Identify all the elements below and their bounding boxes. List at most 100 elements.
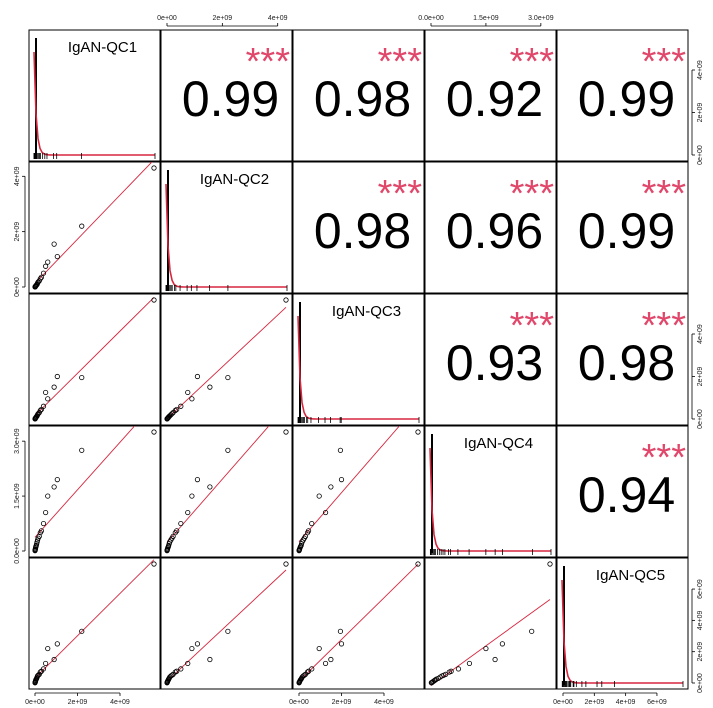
data-point bbox=[43, 660, 49, 667]
fit-line bbox=[166, 426, 270, 543]
data-point bbox=[51, 656, 57, 663]
data-point bbox=[43, 389, 49, 396]
correlation-value: 0.99 bbox=[182, 71, 279, 127]
data-point bbox=[189, 645, 195, 652]
panel-frame bbox=[292, 557, 425, 690]
data-point bbox=[189, 396, 195, 402]
tick-label: 0e+00 bbox=[697, 673, 704, 693]
tick-label: 4e+09 bbox=[697, 60, 704, 80]
data-point bbox=[51, 484, 57, 490]
panel-frame bbox=[28, 425, 161, 558]
data-point bbox=[45, 396, 51, 402]
x-axis: 0e+00 2e+09 4e+09 bbox=[157, 15, 288, 27]
significance-stars: *** bbox=[642, 305, 687, 347]
significance-stars: *** bbox=[642, 41, 687, 83]
data-point bbox=[178, 666, 184, 672]
data-point bbox=[37, 530, 43, 536]
scatter-panel bbox=[164, 297, 289, 422]
fit-line bbox=[298, 564, 419, 682]
data-point bbox=[296, 548, 302, 554]
data-point bbox=[492, 656, 498, 663]
tick-label: 3.0e+09 bbox=[14, 428, 21, 454]
data-point bbox=[296, 680, 302, 686]
variable-label: IgAN-QC2 bbox=[200, 171, 269, 188]
correlation-value: 0.98 bbox=[578, 335, 675, 391]
data-point bbox=[79, 447, 85, 453]
data-point bbox=[225, 374, 231, 381]
data-point bbox=[483, 645, 489, 652]
data-point bbox=[45, 493, 51, 499]
correlation-value: 0.99 bbox=[578, 203, 675, 259]
data-point bbox=[455, 666, 462, 672]
significance-stars: *** bbox=[642, 437, 687, 479]
data-point bbox=[40, 520, 47, 527]
correlation-value: 0.98 bbox=[314, 71, 411, 127]
tick-label: 0e+00 bbox=[157, 15, 177, 22]
tick-label: 2e+09 bbox=[697, 367, 704, 387]
data-point bbox=[178, 520, 184, 527]
data-point bbox=[207, 484, 213, 490]
density-curve bbox=[165, 183, 287, 288]
correlation-value: 0.98 bbox=[314, 203, 411, 259]
data-point bbox=[151, 297, 157, 303]
data-point bbox=[79, 223, 85, 229]
data-point bbox=[415, 429, 421, 435]
tick-label: 2e+09 bbox=[584, 699, 604, 706]
panel-frame bbox=[160, 557, 293, 690]
panel-frame bbox=[28, 557, 161, 690]
panel-frame bbox=[28, 293, 161, 426]
data-point bbox=[316, 645, 322, 652]
data-point bbox=[283, 429, 289, 435]
significance-stars: *** bbox=[246, 41, 291, 83]
fit-line bbox=[34, 297, 155, 416]
correlation-value: 0.96 bbox=[446, 203, 543, 259]
data-point bbox=[151, 165, 157, 171]
data-point bbox=[316, 493, 322, 499]
tick-label: 0e+00 bbox=[289, 699, 309, 706]
density-curve bbox=[297, 315, 419, 420]
tick-label: 0e+00 bbox=[14, 277, 21, 297]
data-point bbox=[185, 389, 191, 396]
data-point bbox=[43, 263, 49, 269]
panel-frame bbox=[160, 161, 293, 294]
tick-label: 3.0e+09 bbox=[528, 15, 554, 22]
data-point bbox=[529, 628, 535, 634]
significance-stars: *** bbox=[510, 173, 555, 215]
data-point bbox=[174, 406, 180, 413]
data-point bbox=[79, 628, 85, 634]
data-point bbox=[189, 493, 195, 499]
data-point bbox=[185, 509, 191, 516]
tick-label: 4e+09 bbox=[110, 699, 130, 706]
scatter-panel bbox=[296, 426, 421, 554]
data-point bbox=[428, 680, 434, 686]
correlation-value: 0.94 bbox=[578, 467, 675, 523]
panel-frame bbox=[160, 29, 293, 162]
data-point bbox=[446, 669, 452, 675]
panel-frame bbox=[424, 557, 557, 690]
data-point bbox=[283, 297, 289, 303]
data-point bbox=[51, 241, 57, 247]
scatter-panel bbox=[164, 426, 289, 554]
significance-stars: *** bbox=[378, 173, 423, 215]
data-point bbox=[194, 476, 201, 483]
data-point bbox=[32, 548, 38, 554]
fit-line bbox=[298, 426, 400, 543]
data-point bbox=[164, 680, 170, 686]
panel-frame bbox=[556, 29, 689, 162]
tick-label: 2e+09 bbox=[332, 699, 352, 706]
data-point bbox=[328, 656, 334, 663]
data-point bbox=[45, 259, 51, 265]
data-point bbox=[54, 373, 60, 380]
panel-frame bbox=[292, 29, 425, 162]
data-point bbox=[45, 645, 51, 652]
data-point bbox=[164, 416, 170, 422]
fit-line bbox=[34, 162, 153, 284]
tick-label: 1.5e+09 bbox=[14, 483, 21, 509]
tick-label: 0e+00 bbox=[25, 699, 45, 706]
significance-stars: *** bbox=[378, 41, 423, 83]
data-point bbox=[322, 660, 329, 667]
panel-frame bbox=[292, 161, 425, 294]
tick-label: 4e+09 bbox=[616, 699, 636, 706]
y-axis: 0e+00 2e+09 4e+09 bbox=[14, 166, 26, 297]
